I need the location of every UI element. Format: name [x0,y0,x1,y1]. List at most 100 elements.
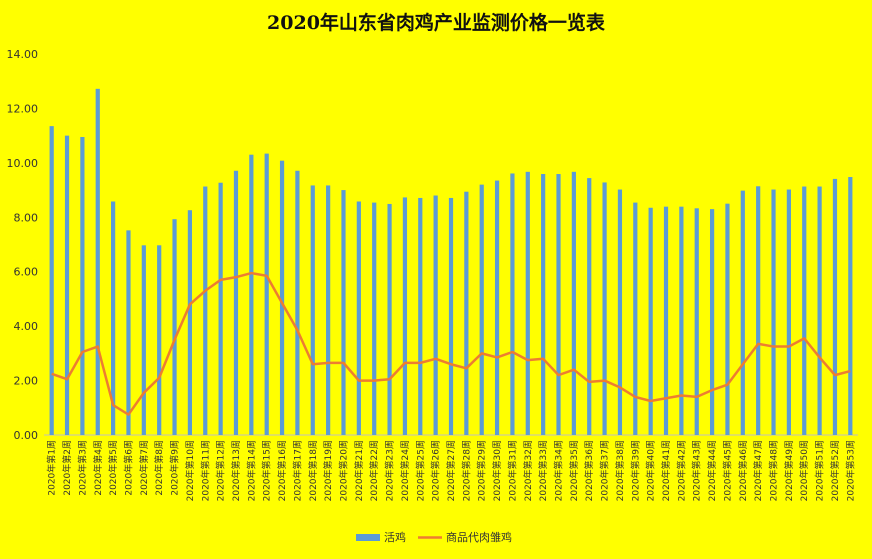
bar-live-chicken [402,197,408,435]
bar-series-live-chicken [49,88,853,436]
legend-swatch-live-chicken [356,534,380,541]
bar-live-chicken [648,207,653,435]
x-tick-label: 2020年第3周 [76,440,88,496]
x-tick-label: 2020年第21周 [353,440,365,501]
bar-live-chicken [218,182,223,435]
bar-live-chicken [295,170,300,436]
bar-live-chicken [464,191,469,435]
chart-title: 2020年山东省肉鸡产业监测价格一览表 [267,11,606,34]
bar-live-chicken [341,190,346,435]
bar-live-chicken [172,219,177,435]
legend-label-chicks: 商品代肉雏鸡 [446,530,512,544]
bar-live-chicken [709,209,715,435]
x-tick-label: 2020年第33周 [537,440,549,501]
line-chicks [51,271,851,416]
x-tick-label: 2020年第8周 [153,440,165,496]
x-tick-label: 2020年第51周 [814,440,826,501]
x-tick-label: 2020年第48周 [768,440,780,501]
x-tick-label: 2020年第34周 [553,440,565,501]
bar-live-chicken [95,88,100,435]
x-tick-label: 2020年第10周 [184,440,196,501]
y-tick-label: 4.00 [14,320,39,333]
bar-live-chicken [126,230,131,435]
x-tick-label: 2020年第15周 [261,440,273,501]
x-tick-label: 2020年第6周 [122,440,134,496]
bar-live-chicken [602,182,607,435]
legend-label-live-chicken: 活鸡 [384,530,406,544]
x-tick-label: 2020年第43周 [691,440,703,501]
y-tick-label: 14.00 [7,48,39,61]
x-tick-label: 2020年第23周 [384,440,396,501]
x-tick-label: 2020年第7周 [138,440,150,496]
x-tick-label: 2020年第26周 [430,440,442,501]
x-tick-label: 2020年第2周 [61,440,73,496]
bar-live-chicken [848,177,853,435]
bar-live-chicken [771,189,776,435]
y-tick-label: 0.00 [14,429,39,442]
x-tick-label: 2020年第52周 [829,440,841,501]
bar-live-chicken [157,245,162,435]
x-tick-label: 2020年第4周 [92,440,104,496]
bar-live-chicken [356,201,361,435]
x-tick-label: 2020年第5周 [107,440,119,496]
x-tick-label: 2020年第20周 [337,440,349,501]
x-tick-label: 2020年第27周 [445,440,457,501]
x-tick-label: 2020年第28周 [460,440,472,501]
bar-live-chicken [433,195,438,435]
x-tick-label: 2020年第50周 [798,440,810,501]
x-tick-label: 2020年第1周 [46,440,58,496]
bar-live-chicken [187,210,193,435]
line-series-chicks [51,271,851,416]
bar-live-chicken [556,174,561,435]
y-tick-label: 6.00 [14,266,39,279]
x-tick-label: 2020年第16周 [276,440,288,501]
x-tick-label: 2020年第30周 [491,440,503,501]
bar-live-chicken [233,170,239,436]
bar-live-chicken [832,178,838,435]
bar-live-chicken [264,153,269,435]
bar-live-chicken [80,137,85,435]
x-tick-label: 2020年第24周 [399,440,411,501]
bar-live-chicken [141,245,146,435]
bar-live-chicken [679,206,684,435]
x-tick-label: 2020年第29周 [476,440,488,501]
y-tick-label: 2.00 [14,375,39,388]
bar-live-chicken [387,203,392,435]
x-tick-label: 2020年第38周 [614,440,626,501]
x-tick-label: 2020年第31周 [506,440,518,501]
bar-live-chicken [617,189,623,435]
x-tick-label: 2020年第14周 [245,440,257,501]
x-tick-label: 2020年第44周 [706,440,718,501]
bar-live-chicken [740,190,745,435]
x-tick-label: 2020年第49周 [783,440,795,501]
bar-live-chicken [694,208,699,435]
x-tick-label: 2020年第22周 [368,440,380,501]
y-axis-labels: 0.00 2.00 4.00 6.00 8.00 10.00 12.00 14.00 [7,48,39,442]
bar-live-chicken [541,174,546,435]
bar-live-chicken [249,154,254,435]
x-tick-label: 2020年第25周 [414,440,426,501]
bar-live-chicken [571,171,576,435]
y-tick-label: 8.00 [14,211,39,224]
bar-live-chicken [310,185,315,435]
bar-live-chicken [279,160,285,435]
y-tick-label: 10.00 [7,157,39,170]
x-tick-label: 2020年第37周 [599,440,611,501]
bar-live-chicken [756,186,761,435]
x-tick-label: 2020年第9周 [169,440,181,496]
x-tick-label: 2020年第39周 [629,440,641,501]
x-tick-label: 2020年第45周 [721,440,733,501]
x-tick-label: 2020年第46周 [737,440,749,501]
bar-live-chicken [111,201,116,435]
legend: 活鸡 商品代肉雏鸡 [356,530,512,544]
bar-live-chicken [49,126,54,435]
bar-live-chicken [479,184,484,435]
bar-live-chicken [372,202,377,435]
bar-live-chicken [510,173,515,436]
y-tick-label: 12.00 [7,102,39,115]
x-tick-label: 2020年第53周 [844,440,856,501]
x-tick-label: 2020年第12周 [215,440,227,501]
bar-live-chicken [418,197,423,435]
